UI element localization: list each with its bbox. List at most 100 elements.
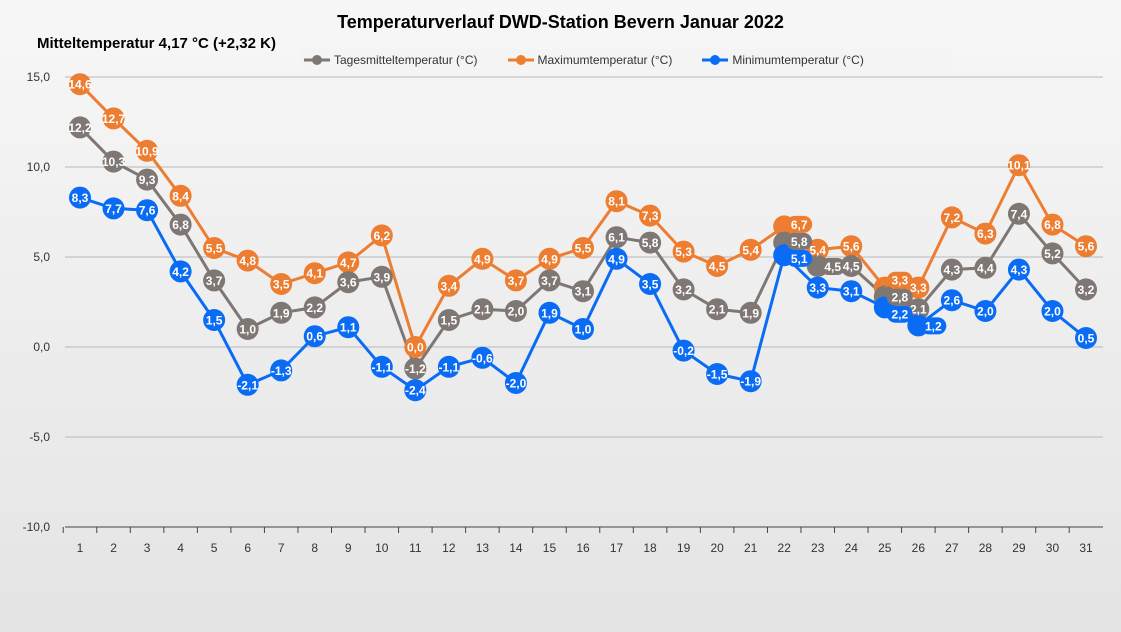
legend: Tagesmitteltemperatur (°C) Maximumtempera… — [300, 49, 952, 71]
x-tick-label: 26 — [912, 541, 926, 555]
data-point — [370, 355, 393, 378]
data-point — [1075, 278, 1097, 301]
legend-label: Maximumtemperatur (°C) — [537, 53, 673, 67]
data-label: 4,5 — [843, 260, 860, 274]
data-label: 1,9 — [273, 306, 290, 320]
data-point — [236, 318, 259, 340]
data-point — [1041, 213, 1064, 236]
x-tick-label: 17 — [610, 541, 624, 555]
data-point — [136, 139, 159, 162]
data-point — [739, 238, 762, 261]
series-line — [78, 83, 1087, 351]
data-point — [136, 168, 159, 191]
x-tick-label: 27 — [945, 541, 959, 555]
data-point — [1007, 258, 1030, 281]
data-label: 2,1 — [474, 303, 491, 317]
data-point — [572, 280, 594, 303]
data-label: 8,3 — [72, 191, 89, 205]
data-point — [806, 238, 829, 261]
legend-item: Maximumtemperatur (°C) — [507, 53, 673, 67]
data-label: 2,6 — [944, 294, 961, 308]
data-point — [270, 273, 293, 295]
data-label: 0,5 — [1078, 332, 1095, 346]
data-point — [605, 247, 628, 270]
data-point — [706, 363, 729, 385]
x-tick-label: 4 — [177, 541, 184, 555]
data-point — [270, 301, 293, 324]
data-label: 5,5 — [575, 242, 592, 256]
data-point — [437, 309, 460, 331]
data-point — [639, 273, 662, 295]
data-label: 4,3 — [1011, 263, 1028, 277]
x-tick-label: 8 — [311, 541, 318, 555]
data-point — [169, 184, 192, 207]
data-label: 4,9 — [608, 252, 625, 266]
data-label: 3,7 — [541, 274, 558, 288]
data-label: 12,7 — [102, 112, 126, 126]
x-tick-label: 18 — [643, 541, 657, 555]
legend-item: Tagesmitteltemperatur (°C) — [304, 53, 478, 67]
data-label: 6,2 — [373, 229, 390, 243]
data-point — [739, 301, 762, 324]
data-label: 3,6 — [340, 276, 357, 290]
data-label: 5,8 — [642, 236, 659, 250]
chart-title: Temperaturverlauf DWD-Station Bevern Jan… — [337, 12, 784, 32]
data-point — [136, 199, 159, 222]
x-tick-label: 22 — [778, 541, 792, 555]
data-label: 4,5 — [824, 260, 841, 274]
data-label: -1,1 — [439, 360, 460, 374]
data-point — [806, 276, 829, 299]
data-point — [69, 186, 91, 209]
legend-marker-icon — [304, 55, 330, 65]
data-label: 5,8 — [791, 235, 808, 249]
data-label: 7,7 — [105, 202, 122, 216]
data-point — [504, 372, 527, 394]
data-label: -1,1 — [371, 360, 392, 374]
data-point — [203, 269, 226, 292]
data-point — [236, 373, 259, 396]
data-point — [974, 256, 997, 279]
data-label: 4,9 — [541, 252, 558, 266]
data-label: 4,4 — [977, 261, 994, 275]
data-point — [605, 226, 628, 249]
data-point — [974, 300, 997, 322]
data-label: 3,3 — [891, 274, 908, 288]
data-label: -1,9 — [740, 375, 761, 389]
data-point — [303, 262, 326, 285]
data-point — [102, 150, 125, 173]
data-point — [303, 325, 326, 348]
x-tick-label: 12 — [442, 541, 456, 555]
x-tick-label: 31 — [1079, 541, 1093, 555]
data-point — [672, 339, 695, 362]
legend-item: Minimumtemperatur (°C) — [702, 53, 864, 67]
x-tick-label: 13 — [476, 541, 490, 555]
data-label: 12,2 — [68, 121, 92, 135]
y-tick-label: -5,0 — [29, 430, 50, 444]
data-label: 2,1 — [910, 303, 927, 317]
data-label: 9,3 — [139, 173, 156, 187]
data-point — [303, 296, 326, 319]
data-label: 7,3 — [642, 209, 659, 223]
x-tick-label: 23 — [811, 541, 825, 555]
data-point — [572, 237, 594, 259]
data-label: 3,5 — [642, 278, 659, 292]
data-label: 14,6 — [68, 78, 92, 92]
x-tick-label: 11 — [409, 541, 422, 555]
data-label-badge — [886, 288, 913, 306]
data-label-badge — [786, 232, 813, 250]
data-label: 7,6 — [139, 204, 156, 218]
data-label: 4,3 — [944, 263, 961, 277]
legend-marker-icon — [507, 55, 534, 65]
data-label: 3,1 — [575, 285, 592, 299]
data-label: 4,8 — [239, 254, 256, 268]
data-point — [169, 213, 192, 236]
data-label: 3,5 — [273, 278, 290, 292]
data-point — [437, 274, 460, 297]
data-point — [940, 206, 963, 229]
data-point — [706, 298, 729, 321]
x-tick-label: 19 — [677, 541, 691, 555]
data-label: 8,1 — [608, 195, 625, 209]
data-label: 1,9 — [742, 306, 759, 320]
data-label-badge — [819, 258, 846, 276]
data-label: 4,7 — [340, 256, 357, 270]
